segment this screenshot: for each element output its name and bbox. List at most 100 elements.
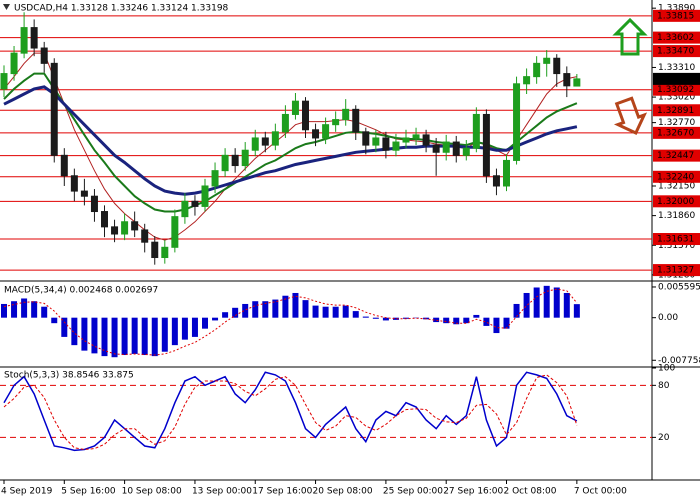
level-label-bg <box>653 9 700 22</box>
macd-bar <box>161 317 168 352</box>
macd-bar <box>51 317 58 324</box>
candle-body <box>382 137 390 151</box>
macd-bar <box>543 285 550 318</box>
chart-title: USDCAD,H4 1.33128 1.33246 1.33124 1.3319… <box>14 4 229 14</box>
candle-body <box>90 195 98 213</box>
level-label-bg <box>653 31 700 44</box>
macd-bar <box>563 292 570 318</box>
stoch-line <box>3 371 578 452</box>
x-tick-label: 10 Sep 08:00 <box>122 487 182 497</box>
macd-bar <box>282 295 289 318</box>
macd-bar <box>232 307 239 318</box>
candle-body <box>30 27 38 49</box>
candle-body <box>111 226 119 235</box>
candle-body <box>563 73 571 87</box>
macd-bar <box>252 301 259 318</box>
y-tick-label: 20 <box>658 433 670 443</box>
x-tick-label: 7 Oct 00:00 <box>574 487 627 497</box>
macd-bar <box>131 317 138 354</box>
y-tick-label: 0.00 <box>658 313 678 323</box>
candle-body <box>231 154 239 167</box>
candle-body <box>492 175 500 187</box>
candle-body <box>342 108 350 121</box>
x-tick-label: 20 Sep 08:00 <box>313 487 373 497</box>
candle-body <box>573 78 581 87</box>
y-tick-label: 1.32150 <box>658 181 695 191</box>
macd-bar <box>463 317 470 324</box>
candle-body <box>221 154 229 172</box>
macd-bar <box>302 300 309 318</box>
macd-bar <box>272 299 279 318</box>
macd-bar <box>433 317 440 323</box>
level-label: 1.32000 <box>657 197 694 207</box>
candle-body <box>40 47 48 64</box>
macd-bar <box>202 317 208 329</box>
candle-body <box>452 141 460 156</box>
candle-body <box>141 229 149 243</box>
candle-body <box>422 134 430 146</box>
level-label: 1.33470 <box>657 47 694 57</box>
y-tick-label: 100 <box>658 364 675 374</box>
level-label-bg <box>653 45 700 58</box>
candle-body <box>462 147 470 156</box>
macd-bar <box>151 317 158 357</box>
current-price-bg <box>653 72 700 85</box>
y-tick-label: 80 <box>658 381 670 391</box>
macd-bar <box>372 317 379 319</box>
macd-bar <box>41 306 48 318</box>
macd-bar <box>61 317 68 337</box>
macd-bar <box>473 314 480 318</box>
level-label-bg <box>653 195 700 208</box>
stoch-title: Stoch(5,3,3) 38.8546 33.875 <box>4 371 134 381</box>
current-price: 1.33198 <box>657 74 694 84</box>
macd-bar <box>191 317 198 337</box>
macd-bar <box>382 317 389 321</box>
macd-bar <box>81 317 88 351</box>
y-tick-label: 1.31570 <box>658 241 695 251</box>
macd-bar <box>453 317 460 325</box>
up-arrow <box>612 17 648 56</box>
candle-body <box>121 221 129 235</box>
macd-bar <box>121 317 128 356</box>
level-label: 1.32447 <box>657 151 694 161</box>
panel-titles: USDCAD,H4 1.33128 1.33246 1.33124 1.3319… <box>3 4 229 381</box>
macd-bar <box>493 317 500 334</box>
macd-bar <box>332 306 339 318</box>
candle-body <box>131 221 139 231</box>
candle-body <box>171 216 179 248</box>
x-tick-label: 13 Sep 00:00 <box>192 487 252 497</box>
macd-bar <box>31 301 38 318</box>
title-icon <box>3 4 10 10</box>
macd-signal <box>3 288 578 356</box>
candle-body <box>372 137 380 146</box>
macd-bar <box>71 317 78 346</box>
macd-bar <box>553 287 560 318</box>
candle-body <box>20 27 28 54</box>
x-tick-label: 25 Sep 00:00 <box>383 487 443 497</box>
macd-bar <box>352 311 359 318</box>
macd-title: MACD(5,34,4) 0.002468 0.002697 <box>4 286 158 296</box>
candle-body <box>442 141 450 153</box>
candle-body <box>181 200 189 218</box>
candle-body <box>0 73 8 90</box>
level-label: 1.31327 <box>657 266 694 276</box>
frame <box>0 0 700 481</box>
macd-bar <box>403 317 409 319</box>
candle-body <box>151 241 159 259</box>
macd-bar <box>573 304 580 318</box>
macd-bar <box>523 292 530 318</box>
candle-body <box>261 137 269 146</box>
macd-bar <box>443 317 450 324</box>
down-arrow <box>613 96 648 135</box>
candle-body <box>362 131 370 146</box>
macd-bar <box>533 287 540 318</box>
candle-body <box>161 246 169 259</box>
level-label: 1.32891 <box>657 106 694 116</box>
level-label-bg <box>653 149 700 162</box>
candle-body <box>543 57 551 64</box>
x-tick-label: 2 Oct 08:00 <box>504 487 557 497</box>
macd-bar <box>413 317 420 319</box>
candle-body <box>402 137 410 143</box>
candle-body <box>241 149 249 167</box>
